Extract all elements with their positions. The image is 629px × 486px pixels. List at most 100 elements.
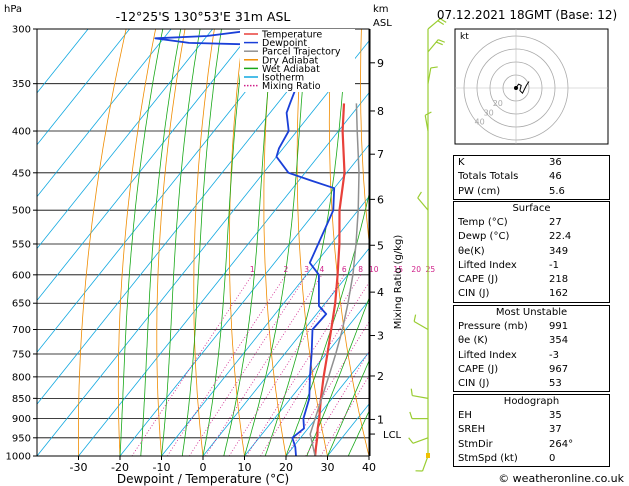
surface-thetae: 349 — [549, 245, 569, 257]
wind-barb-flag — [424, 111, 432, 116]
wind-barb-flag — [438, 39, 445, 43]
isotherm — [202, 247, 369, 456]
legend-label: Dry Adiabat — [262, 55, 319, 66]
wind-barb — [427, 39, 439, 53]
series-temperature — [314, 103, 346, 456]
copyright: © weatheronline.co.uk — [498, 472, 624, 485]
surface-title: Surface — [512, 203, 551, 214]
pressure-tick-label: 400 — [12, 127, 31, 138]
isotherm — [78, 92, 369, 456]
isotherm — [37, 29, 255, 302]
hodograph-stats-title: Hodograph — [503, 396, 560, 407]
pressure-tick-label: 950 — [12, 433, 31, 444]
km-tick-label: 3 — [377, 330, 384, 343]
dry-adiabat — [360, 29, 369, 245]
pressure-tick-label: 900 — [12, 414, 31, 425]
mixing-ratio-line — [320, 375, 369, 456]
pressure-tick-label: 700 — [12, 325, 31, 336]
isotherm — [37, 40, 369, 456]
mixing-ratio-line — [167, 274, 287, 456]
km-tick-label: 2 — [377, 370, 384, 383]
temp-tick-label: -20 — [111, 461, 129, 474]
wind-barb — [417, 197, 429, 211]
k-index: 36 — [549, 157, 562, 168]
hodograph-trace — [515, 81, 530, 95]
km-tick-label: 5 — [377, 239, 384, 252]
mixing-ratio-label: 8 — [358, 265, 363, 274]
mixing-ratio-label: 15 — [393, 265, 403, 274]
mixing-ratio-line — [205, 274, 323, 456]
mixing-ratio-line — [189, 274, 308, 456]
wind-barb — [412, 437, 429, 444]
asl-label: ASL — [373, 18, 392, 29]
pressure-tick-label: 300 — [12, 25, 31, 36]
hodograph-unit: kt — [460, 32, 469, 42]
surface-cin: 162 — [549, 288, 569, 300]
legend-label: Mixing Ratio — [262, 81, 321, 92]
hodograph-stats-panel: Hodograph EH 35 SREH 37 StmDir 264° StmSpd … — [453, 394, 610, 468]
wind-barb — [424, 115, 429, 132]
surface-dewp: 22.4 — [549, 231, 572, 243]
thermo-grid — [37, 29, 369, 456]
surface-li: -1 — [549, 259, 559, 271]
mixing-ratio-line — [228, 274, 345, 456]
sreh-value: 37 — [549, 424, 562, 436]
hodograph-ring-label: 20 — [493, 99, 503, 108]
km-tick-label: 8 — [377, 105, 384, 118]
mixing-ratio-line — [246, 274, 362, 456]
wind-barb-flag — [437, 20, 445, 25]
mixing-ratio-axis-label: Mixing Ratio (g/kg) — [393, 235, 404, 330]
pressure-tick-label: 450 — [12, 168, 31, 179]
dry-adiabat — [156, 29, 186, 456]
mixing-ratio-label: 1 — [250, 265, 255, 274]
wind-barb-flag — [408, 437, 414, 444]
pressure-tick-label: 600 — [12, 270, 31, 281]
wind-barb — [412, 394, 429, 399]
mixing-ratio-label: 10 — [369, 265, 379, 274]
totals-totals: 46 — [549, 171, 562, 183]
hpa-label: hPa — [4, 4, 22, 15]
mixing-ratio-label: 4 — [320, 265, 325, 274]
pressure-tick-label: 850 — [12, 394, 31, 405]
temp-tick-label: 20 — [279, 461, 293, 474]
storm-speed: 0 — [549, 452, 556, 464]
mixing-ratio-label: 3 — [304, 265, 309, 274]
legend-label: Isotherm — [262, 73, 304, 84]
isotherm — [37, 29, 172, 198]
storm-dir: 264° — [549, 438, 574, 450]
km-tick-label: 6 — [377, 193, 384, 206]
isotherm — [244, 299, 369, 456]
wind-barb — [427, 67, 432, 84]
wet-adiabat — [119, 29, 164, 456]
mixing-ratio-label: 2 — [284, 265, 289, 274]
pressure-tick-label: 650 — [12, 299, 31, 310]
storm-motion-marker — [514, 86, 518, 90]
dry-adiabat — [229, 29, 245, 456]
isotherm — [37, 29, 130, 146]
temp-tick-label: -30 — [70, 461, 88, 474]
wind-barb-flag — [410, 388, 413, 396]
temp-tick-label: 30 — [321, 461, 335, 474]
pressure-tick-label: 750 — [12, 349, 31, 360]
isotherm — [285, 351, 369, 456]
wind-barb — [421, 455, 429, 472]
mu-thetae: 354 — [549, 335, 569, 347]
isotherm — [37, 29, 296, 353]
dry-adiabat — [193, 29, 215, 456]
hodograph-ring-label: 40 — [475, 117, 485, 126]
pressure-tick-label: 350 — [12, 79, 31, 90]
series-parcel-trajectory — [309, 103, 360, 456]
wet-adiabat — [181, 29, 222, 456]
surface-cape: 218 — [549, 274, 569, 286]
isotherm — [37, 29, 213, 250]
dry-adiabat — [263, 29, 287, 456]
km-tick-label: 9 — [377, 57, 384, 70]
wind-barb — [413, 320, 429, 331]
wind-barb-flag — [417, 191, 422, 199]
surface-temp: 27 — [549, 217, 562, 228]
km-tick-label: 4 — [377, 286, 384, 299]
wet-adiabat — [202, 29, 247, 456]
km-tick-label: 7 — [377, 148, 384, 161]
